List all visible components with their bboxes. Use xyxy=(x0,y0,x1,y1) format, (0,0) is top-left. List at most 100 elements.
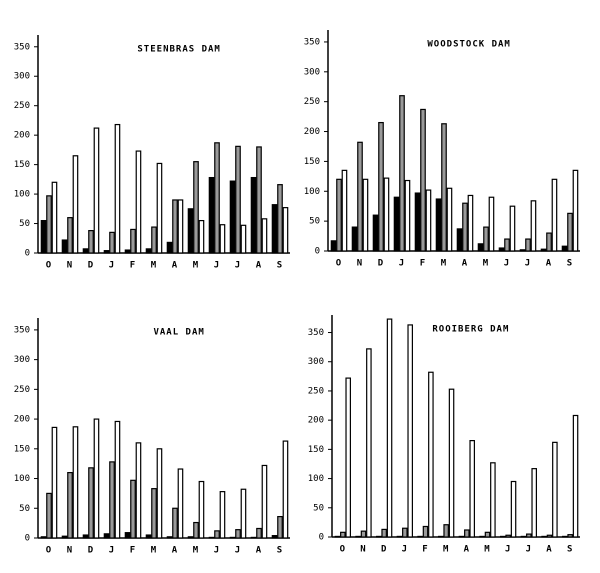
bar xyxy=(341,169,348,252)
x-tick-label: S xyxy=(567,545,572,555)
x-tick-label: O xyxy=(46,546,52,556)
bar xyxy=(567,534,573,538)
bar xyxy=(500,535,506,538)
bar xyxy=(151,488,157,539)
bar xyxy=(552,441,558,538)
x-tick-label: D xyxy=(381,545,387,555)
y-tick-label: 100 xyxy=(14,190,30,200)
bar xyxy=(520,535,527,538)
bar xyxy=(46,195,52,254)
bar xyxy=(109,461,115,539)
bar xyxy=(214,142,220,254)
bar xyxy=(546,232,552,252)
bar xyxy=(124,249,131,254)
bar xyxy=(425,189,432,252)
y-tick-label: 350 xyxy=(304,37,320,47)
y-tick-label: 50 xyxy=(19,504,30,514)
x-tick-label: M xyxy=(151,546,157,556)
bar xyxy=(219,224,226,254)
x-tick-label: F xyxy=(130,261,135,271)
bar xyxy=(531,468,537,538)
x-tick-label: A xyxy=(546,545,552,555)
bar xyxy=(240,488,247,539)
x-tick-label: N xyxy=(67,546,72,556)
bar xyxy=(51,426,58,539)
y-tick-label: 200 xyxy=(304,127,320,137)
bar xyxy=(198,219,205,254)
bar xyxy=(256,527,262,539)
y-tick-label: 0 xyxy=(25,249,30,259)
bar xyxy=(172,507,178,539)
bar xyxy=(114,420,121,539)
y-tick-label: 200 xyxy=(14,415,30,425)
x-tick-label: J xyxy=(109,261,114,271)
bar xyxy=(208,536,215,539)
x-tick-label: D xyxy=(88,546,94,556)
bar xyxy=(422,525,429,538)
y-tick-label: 100 xyxy=(308,474,324,484)
bar xyxy=(177,468,184,539)
bar xyxy=(441,123,447,252)
bar xyxy=(277,515,283,539)
bar xyxy=(519,249,526,252)
bar xyxy=(229,536,236,539)
x-tick-label: J xyxy=(214,261,219,271)
y-tick-label: 0 xyxy=(319,533,324,543)
bar xyxy=(572,169,579,252)
x-tick-label: A xyxy=(546,259,552,269)
bar xyxy=(40,536,47,539)
bar xyxy=(505,534,511,538)
bar xyxy=(187,208,194,254)
bar xyxy=(462,202,468,252)
x-tick-label: A xyxy=(172,546,178,556)
y-tick-label: 250 xyxy=(308,386,324,396)
bar xyxy=(271,535,278,539)
bar xyxy=(488,196,495,252)
bar xyxy=(435,198,442,252)
bar xyxy=(561,245,568,252)
bar xyxy=(448,388,455,538)
bar xyxy=(362,178,369,252)
x-tick-label: J xyxy=(504,259,509,269)
bar xyxy=(469,440,475,538)
y-tick-label: 350 xyxy=(14,42,30,52)
bar xyxy=(357,141,363,252)
bar xyxy=(336,178,342,252)
bar xyxy=(72,426,79,539)
bar xyxy=(130,228,136,254)
x-tick-label: A xyxy=(172,261,178,271)
y-tick-label: 150 xyxy=(304,157,320,167)
bar xyxy=(510,480,517,538)
bar xyxy=(67,217,73,254)
x-tick-label: J xyxy=(525,259,530,269)
x-tick-label: J xyxy=(235,261,240,271)
bar xyxy=(572,414,579,538)
bar xyxy=(61,535,68,539)
y-tick-label: 300 xyxy=(304,67,320,77)
bar xyxy=(219,491,226,539)
x-tick-label: A xyxy=(256,546,262,556)
x-tick-label: O xyxy=(340,545,346,555)
bar xyxy=(177,199,184,254)
bar xyxy=(135,150,142,254)
bar xyxy=(172,199,178,254)
bar xyxy=(130,479,136,539)
x-tick-label: N xyxy=(357,259,362,269)
bar xyxy=(256,146,262,254)
bar xyxy=(72,155,79,254)
y-tick-label: 0 xyxy=(25,534,30,544)
bar xyxy=(479,535,485,538)
bar xyxy=(464,529,470,538)
x-tick-label: S xyxy=(277,261,282,271)
bar xyxy=(330,240,337,252)
x-tick-label: M xyxy=(151,261,157,271)
bar xyxy=(93,127,100,254)
bar xyxy=(456,228,463,252)
bar xyxy=(51,181,58,254)
bar xyxy=(103,533,110,539)
bar xyxy=(404,179,411,252)
y-tick-label: 150 xyxy=(14,160,30,170)
y-tick-label: 200 xyxy=(308,416,324,426)
bar xyxy=(428,371,434,538)
bar xyxy=(417,535,423,538)
